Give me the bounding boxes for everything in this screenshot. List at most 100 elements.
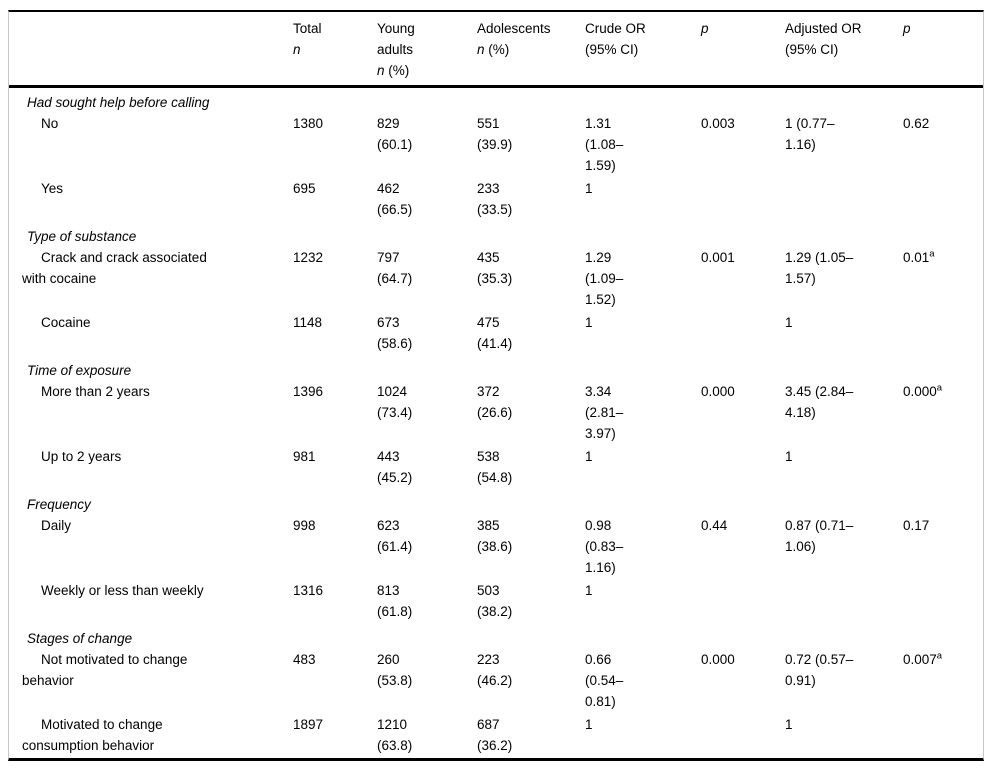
statistics-table-container: Total n Young adults n (%) Adolescents n (… — [8, 10, 984, 761]
section-header-row: Stages of change — [9, 624, 983, 649]
col-header-p-adjusted: p — [895, 12, 983, 88]
cell-adjusted-or: 0.72 (0.57– 0.91) — [785, 652, 854, 688]
cell-p-crude: 0.000 — [701, 384, 735, 399]
cell-adolescents: 475 (41.4) — [477, 315, 513, 351]
cell-young-adults: 1210 (63.8) — [377, 717, 413, 753]
cell-p-adjusted — [895, 580, 983, 624]
cell-p-adjusted — [895, 312, 983, 356]
cell-adolescents: 223 (46.2) — [477, 652, 513, 688]
cell-value: 0.01 — [903, 250, 930, 265]
header-text-part: (%) — [484, 42, 510, 57]
cell-p-adjusted — [895, 714, 983, 758]
data-row: More than 2 years 1396 1024 (73.4) 372 (26.… — [9, 381, 983, 446]
header-row: Total n Young adults n (%) Adolescents n (… — [9, 12, 983, 88]
section-label: Type of substance — [27, 229, 137, 244]
cell-p-adjusted: 0.000a — [895, 381, 983, 446]
cell-adolescents: 435 (35.3) — [477, 250, 513, 286]
header-text-part: (%) — [384, 63, 410, 78]
cell-adolescents: 385 (38.6) — [477, 518, 513, 554]
cell-young-adults: 673 (58.6) — [377, 315, 413, 351]
cell-adolescents: 687 (36.2) — [477, 717, 513, 753]
row-label: Weekly or less than weekly — [41, 583, 204, 598]
row-label: Yes — [41, 181, 64, 196]
cell-young-adults: 260 (53.8) — [377, 652, 413, 688]
section-header-row: Frequency — [9, 490, 983, 515]
cell-crude-or: 0.66 (0.54– 0.81) — [585, 652, 624, 709]
cell-p-adjusted: 0.62 — [903, 116, 930, 131]
section-header-row: Time of exposure — [9, 356, 983, 381]
cell-p-crude — [693, 714, 777, 758]
header-text-part: Adjusted OR (95% CI) — [785, 21, 862, 57]
cell-young-adults: 829 (60.1) — [377, 116, 413, 152]
header-italic-part: n — [377, 63, 385, 78]
row-label: Daily — [41, 518, 72, 533]
cell-total-n: 998 — [293, 518, 316, 533]
row-label: Up to 2 years — [41, 449, 122, 464]
cell-p-crude: 0.44 — [701, 518, 728, 533]
cell-adjusted-or: 0.87 (0.71– 1.06) — [785, 518, 854, 554]
cell-crude-or: 1.29 (1.09– 1.52) — [585, 250, 624, 307]
cell-adjusted-or: 3.45 (2.84– 4.18) — [785, 384, 854, 420]
cell-adolescents: 538 (54.8) — [477, 449, 513, 485]
cell-crude-or: 1 — [585, 315, 593, 330]
cell-total-n: 483 — [293, 652, 316, 667]
row-label: Motivated to change consumption behavior — [22, 717, 163, 753]
footnote-marker: a — [936, 650, 943, 662]
cell-p-adjusted — [895, 446, 983, 490]
cell-adolescents: 372 (26.6) — [477, 384, 513, 420]
table-header: Total n Young adults n (%) Adolescents n (… — [9, 12, 983, 88]
section-label: Had sought help before calling — [27, 95, 210, 110]
row-label: No — [41, 116, 59, 131]
section-header-row: Type of substance — [9, 222, 983, 247]
cell-adjusted-or: 1 — [785, 315, 793, 330]
cell-p-adjusted: 0.17 — [903, 518, 930, 533]
cell-crude-or: 1 — [585, 181, 593, 196]
data-row: Not motivated to change behavior 483 260 (… — [9, 649, 983, 714]
cell-total-n: 1897 — [293, 717, 324, 732]
header-text-part: Crude OR (95% CI) — [585, 21, 646, 57]
cell-p-crude — [693, 312, 777, 356]
col-header-p-crude: p — [693, 12, 777, 88]
data-row: No 1380 829 (60.1) 551 (39.9) 1.31 (1.08– 1.… — [9, 113, 983, 178]
cell-crude-or: 1 — [585, 449, 593, 464]
header-italic-part: p — [903, 21, 911, 36]
cell-total-n: 695 — [293, 181, 316, 196]
header-italic-part: n — [477, 42, 485, 57]
row-label: Crack and crack associated with cocaine — [22, 250, 207, 286]
cell-p-crude: 0.001 — [701, 250, 735, 265]
section-label: Stages of change — [27, 631, 133, 646]
table-body: Had sought help before calling No 1380 829 … — [9, 87, 983, 759]
cell-adjusted-or: 1.29 (1.05– 1.57) — [785, 250, 854, 286]
cell-total-n: 1396 — [293, 384, 324, 399]
header-text-part: Young adults — [377, 21, 415, 57]
row-label: More than 2 years — [41, 384, 150, 399]
cell-value: 0.007 — [903, 652, 937, 667]
cell-young-adults: 1024 (73.4) — [377, 384, 413, 420]
cell-p-crude — [693, 446, 777, 490]
cell-p-crude: 0.000 — [701, 652, 735, 667]
cell-adjusted-or: 1 (0.77– 1.16) — [785, 116, 835, 152]
cell-crude-or: 1 — [585, 583, 593, 598]
cell-p-crude: 0.003 — [701, 116, 735, 131]
cell-crude-or: 0.98 (0.83– 1.16) — [585, 518, 624, 575]
cell-young-adults: 443 (45.2) — [377, 449, 413, 485]
data-row: Weekly or less than weekly 1316 813 (61.8)… — [9, 580, 983, 624]
cell-adjusted-or — [777, 580, 895, 624]
cell-young-adults: 813 (61.8) — [377, 583, 413, 619]
cell-adolescents: 503 (38.2) — [477, 583, 513, 619]
cell-total-n: 1232 — [293, 250, 324, 265]
row-label: Cocaine — [41, 315, 91, 330]
cell-p-adjusted — [895, 178, 983, 222]
cell-crude-or: 3.34 (2.81– 3.97) — [585, 384, 624, 441]
cell-p-crude — [693, 178, 777, 222]
col-header-adolescents: Adolescents n (%) — [469, 12, 577, 88]
col-header-empty — [9, 12, 285, 88]
section-label: Frequency — [27, 497, 91, 512]
cell-total-n: 981 — [293, 449, 316, 464]
cell-total-n: 1316 — [293, 583, 324, 598]
cell-total-n: 1380 — [293, 116, 324, 131]
footnote-marker: a — [936, 382, 943, 394]
header-italic-part: n — [293, 42, 301, 57]
footnote-marker: a — [929, 248, 935, 260]
col-header-adjusted-or: Adjusted OR (95% CI) — [777, 12, 895, 88]
